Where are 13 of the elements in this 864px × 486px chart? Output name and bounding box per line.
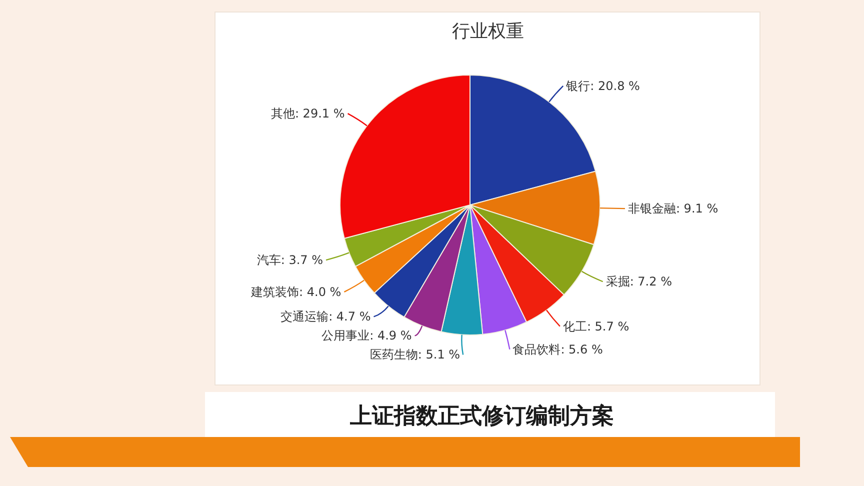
slice-label: 医药生物: 5.1 %: [370, 348, 460, 362]
text: 上证指数正式修订编制方案: [349, 403, 614, 429]
slice-label: 建筑装饰: 4.0 %: [250, 284, 342, 299]
slice-label: 采掘: 7.2 %: [606, 274, 672, 289]
slice-label: 化工: 5.7 %: [562, 319, 630, 334]
slice-label: 交通运输: 4.7 %: [280, 310, 371, 324]
slice-label: 食品饮料: 5.6 %: [512, 342, 603, 356]
slice-label: 汽车: 3.7 %: [256, 253, 324, 268]
chart-title: 行业权重: [452, 21, 524, 42]
slice-label: 银行: 20.8 %: [565, 78, 640, 93]
slice-label: 其他: 29.1 %: [270, 106, 345, 121]
slice-label: 非银金融: 9.1 %: [628, 202, 718, 216]
slice-label: 公用事业: 4.9 %: [322, 328, 412, 343]
